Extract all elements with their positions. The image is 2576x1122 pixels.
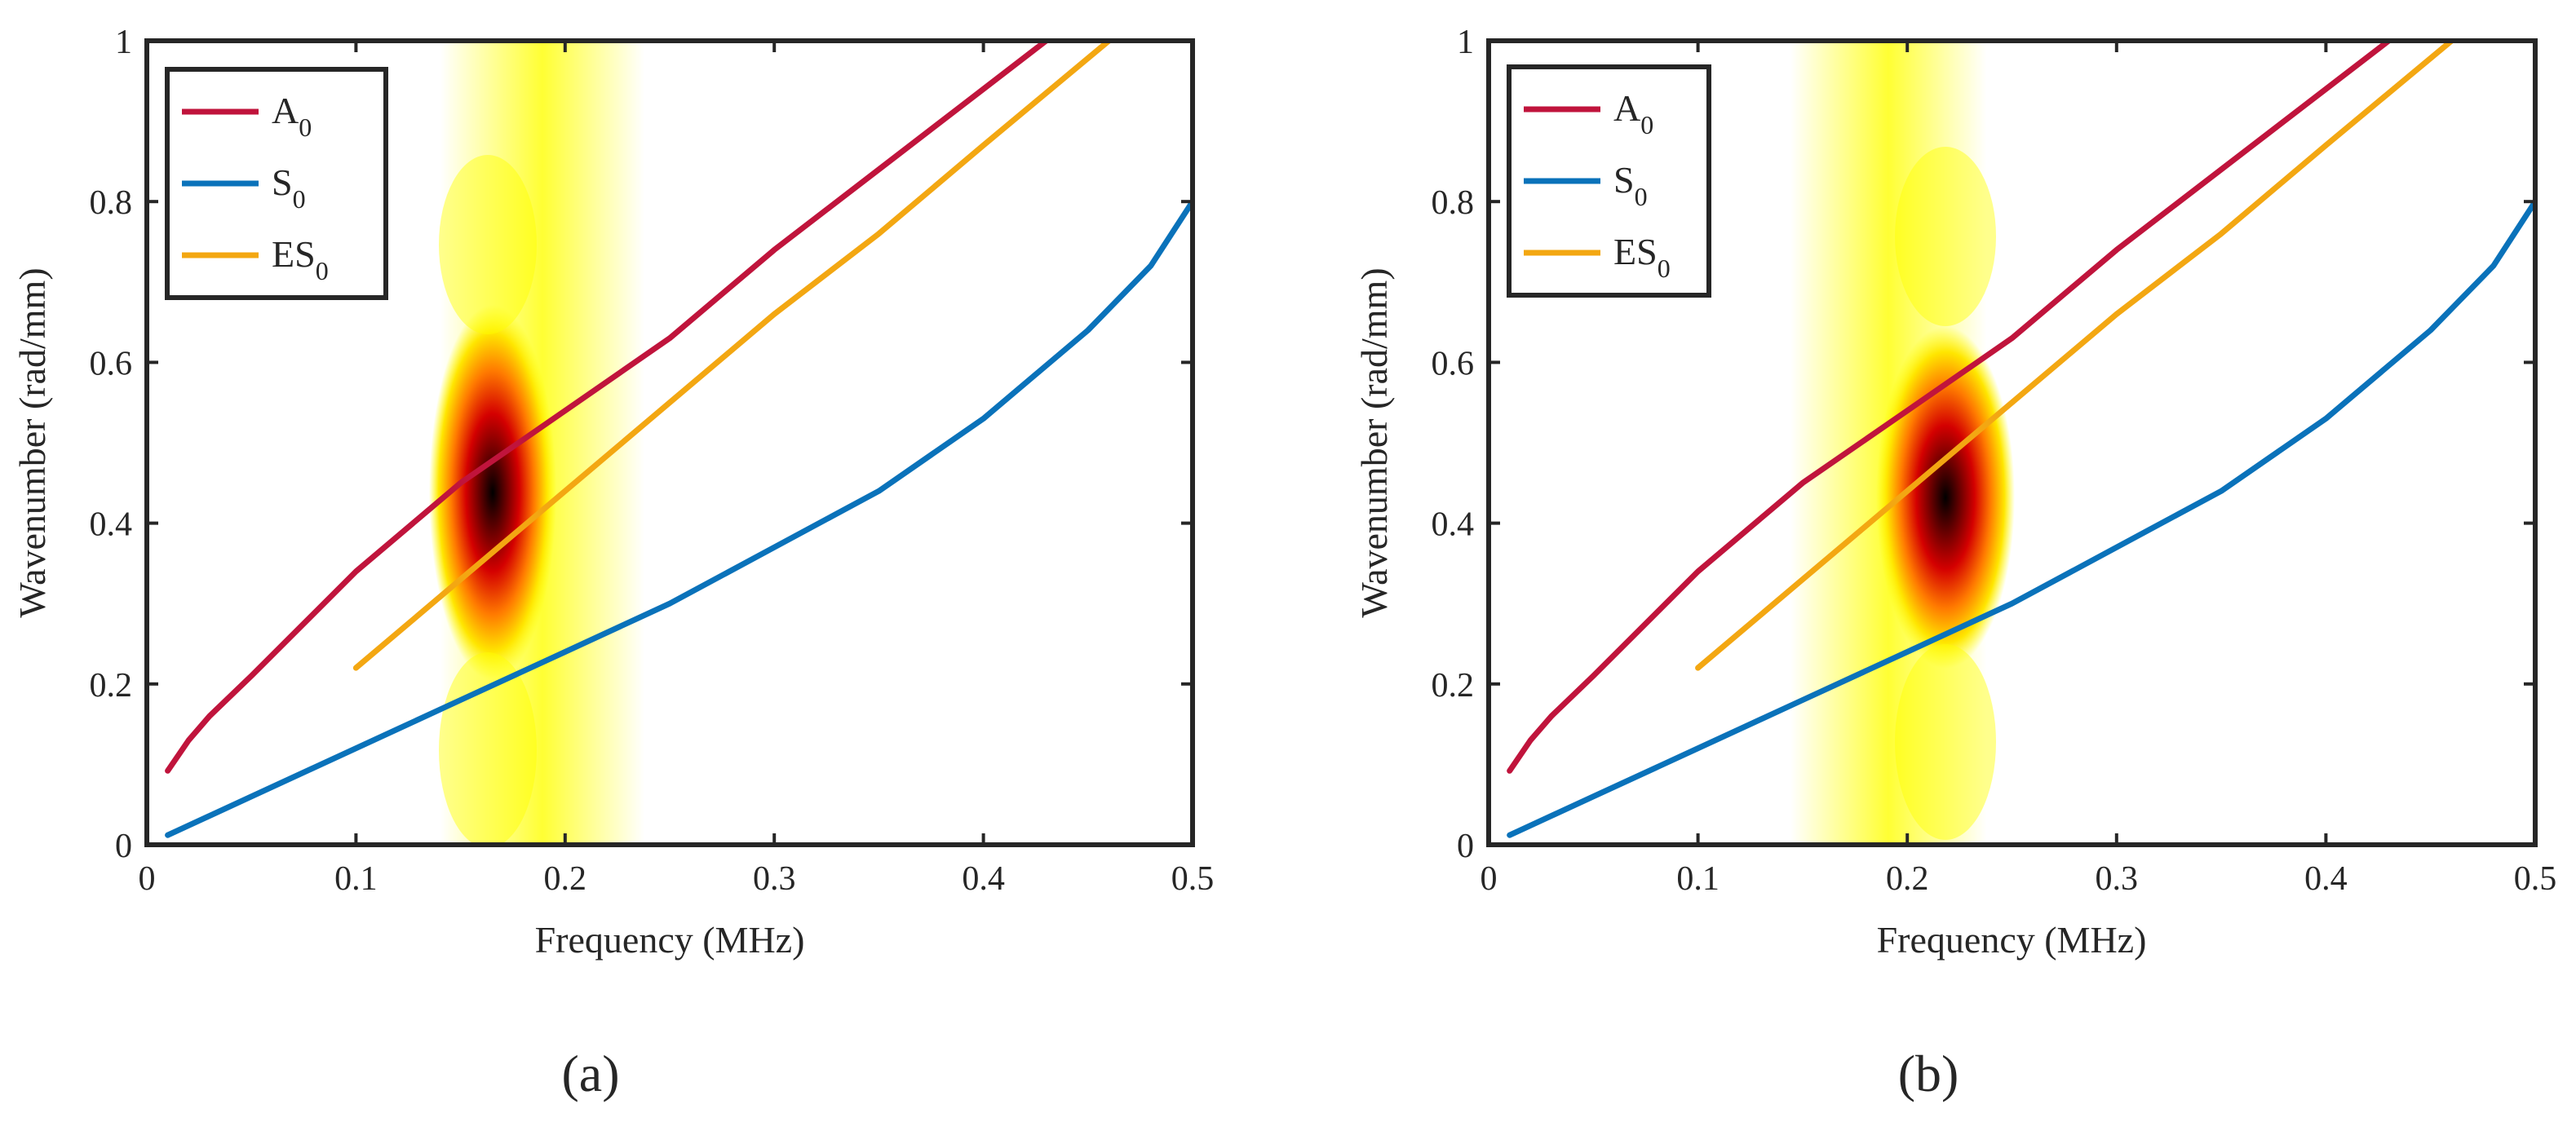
legend: A0 S0 ES0 bbox=[1507, 64, 1711, 298]
legend: A0 S0 ES0 bbox=[165, 67, 388, 300]
y-tick-label: 1 bbox=[115, 24, 132, 61]
heatmap-blob bbox=[1895, 147, 1996, 326]
y-tick-label: 1 bbox=[1457, 24, 1474, 61]
x-tick-label: 0.5 bbox=[2514, 860, 2557, 898]
series-line-es0 bbox=[1695, 41, 2454, 671]
y-tick-label: 0.4 bbox=[90, 506, 133, 544]
series-line-s0 bbox=[1507, 198, 2535, 838]
legend-label-a0: A0 bbox=[272, 90, 312, 142]
legend-label-es0: ES0 bbox=[272, 233, 329, 285]
heatmap-blob bbox=[1876, 326, 2015, 669]
axes-box bbox=[144, 38, 1195, 847]
x-tick-label: 0.4 bbox=[962, 860, 1005, 898]
series-line-es0 bbox=[352, 41, 1112, 671]
legend-label-s0: S0 bbox=[1613, 159, 1648, 211]
legend-label-a0: A0 bbox=[1613, 87, 1653, 139]
y-tick-label: 0 bbox=[115, 828, 132, 865]
x-tick-label: 0.1 bbox=[1676, 860, 1720, 898]
heatmap-blob bbox=[1895, 644, 1996, 840]
heatmap-blob bbox=[429, 305, 556, 680]
heatmap-blob bbox=[439, 652, 537, 845]
heatmap-background bbox=[1790, 41, 2015, 845]
series-line-a0 bbox=[165, 41, 1049, 774]
x-axis-label: Frequency (MHz) bbox=[535, 919, 805, 961]
legend-label-s0: S0 bbox=[272, 161, 306, 214]
x-axis-label: Frequency (MHz) bbox=[1877, 919, 2147, 961]
axes-box bbox=[1486, 38, 2538, 847]
panel-label-b: (b) bbox=[1898, 1045, 1959, 1102]
x-tick-label: 0.4 bbox=[2304, 860, 2348, 898]
y-tick-label: 0.8 bbox=[90, 184, 133, 222]
series-line-s0 bbox=[165, 198, 1193, 838]
x-tick-label: 0.3 bbox=[2096, 860, 2139, 898]
heatmap-background bbox=[429, 41, 644, 845]
y-axis-label: Wavenumber (rad/mm) bbox=[1353, 267, 1395, 617]
heatmap-blob bbox=[439, 155, 537, 334]
x-tick-label: 0 bbox=[1481, 860, 1498, 898]
y-tick-label: 0.6 bbox=[1432, 345, 1475, 382]
y-tick-label: 0.2 bbox=[90, 667, 133, 705]
x-tick-label: 0 bbox=[139, 860, 156, 898]
y-tick-label: 0.2 bbox=[1432, 667, 1475, 705]
chart-panel-b: 0 0.1 0.2 0.3 0.4 0.5 0 0.2 0.4 0.6 0.8 1 A0 S0 ES0 F… bbox=[1353, 24, 2556, 1102]
y-axis-label: Wavenumber (rad/mm) bbox=[11, 267, 53, 617]
legend-label-es0: ES0 bbox=[1613, 231, 1671, 283]
panel-label-a: (a) bbox=[561, 1045, 619, 1102]
x-tick-label: 0.2 bbox=[544, 860, 587, 898]
y-tick-label: 0.8 bbox=[1432, 184, 1475, 222]
y-tick-label: 0.6 bbox=[90, 345, 133, 382]
y-tick-label: 0 bbox=[1457, 828, 1474, 865]
y-tick-label: 0.4 bbox=[1432, 506, 1475, 544]
series-line-a0 bbox=[1507, 41, 2392, 774]
x-tick-label: 0.1 bbox=[334, 860, 378, 898]
x-tick-label: 0.3 bbox=[753, 860, 796, 898]
x-tick-label: 0.2 bbox=[1886, 860, 1929, 898]
chart-panel-a: 0 0.1 0.2 0.3 0.4 0.5 0 0.2 0.4 0.6 0.8 1 A0 S0 ES0 F… bbox=[11, 24, 1214, 1102]
x-tick-label: 0.5 bbox=[1171, 860, 1215, 898]
